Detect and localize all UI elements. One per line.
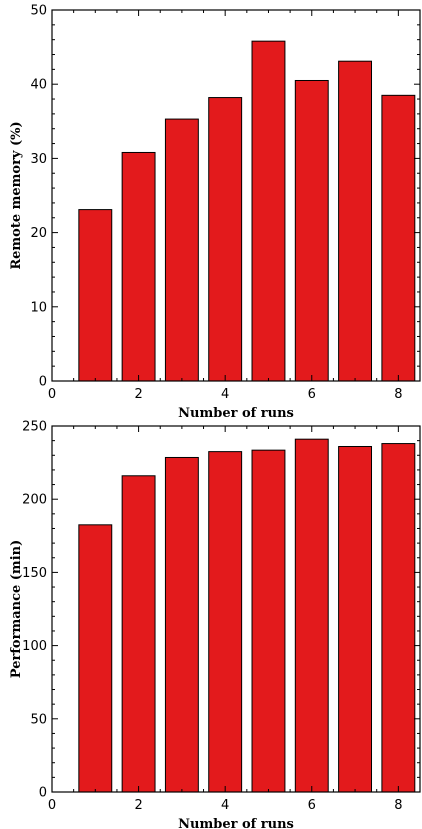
bar-1-4 — [208, 97, 243, 382]
x-tick-label: 2 — [134, 798, 142, 813]
bar-2-2 — [121, 475, 156, 793]
bar-2-1 — [78, 524, 113, 793]
y-tick-label: 100 — [22, 639, 47, 654]
x-tick-label: 2 — [134, 387, 142, 402]
bar-2-6 — [294, 438, 329, 793]
x-tick-label: 4 — [221, 798, 229, 813]
bar-1-6 — [294, 79, 329, 382]
bar-1-7 — [338, 60, 373, 382]
bar-1-3 — [164, 118, 199, 382]
bar-1-5 — [251, 40, 286, 382]
x-tick-label: 8 — [394, 798, 402, 813]
y-tick-label: 0 — [39, 786, 47, 801]
x-axis-label: Number of runs — [178, 406, 294, 421]
bar-2-8 — [381, 443, 416, 793]
y-tick-label: 10 — [30, 300, 47, 315]
chart-1: 0 10 20 30 40 50 0 2 4 6 8 Number of runs Remote mem… — [9, 4, 421, 421]
y-axis-label: Performance (min) — [9, 540, 24, 678]
bar-1-2 — [121, 151, 156, 382]
y-tick-label: 40 — [30, 78, 47, 93]
bar-2-4 — [208, 451, 243, 793]
x-tick-label: 0 — [48, 798, 56, 813]
x-axis-label: Number of runs — [178, 817, 294, 829]
bar-2-7 — [338, 445, 373, 793]
x-tick-label: 8 — [394, 387, 402, 402]
plot-frame — [51, 425, 421, 793]
x-tick-label: 6 — [308, 387, 316, 402]
x-tick-label: 4 — [221, 387, 229, 402]
y-tick-label: 0 — [39, 375, 47, 390]
chart-2: 0 50 100 150 200 250 0 2 4 6 8 Number of runs Perfor… — [9, 420, 421, 829]
y-tick-label: 20 — [30, 226, 47, 241]
y-tick-label: 150 — [22, 566, 47, 581]
y-axis-label: Remote memory (%) — [9, 121, 24, 269]
y-tick-label: 50 — [30, 712, 47, 727]
plot-frame — [51, 9, 421, 382]
x-tick-label: 0 — [48, 387, 56, 402]
x-tick-label: 6 — [308, 798, 316, 813]
bar-2-3 — [164, 456, 199, 793]
bar-1-8 — [381, 94, 416, 382]
bar-1-1 — [78, 209, 113, 382]
y-tick-label: 30 — [30, 152, 47, 167]
y-tick-label: 200 — [22, 493, 47, 508]
y-tick-label: 50 — [30, 4, 47, 19]
bar-2-5 — [251, 449, 286, 793]
y-tick-label: 250 — [22, 420, 47, 435]
